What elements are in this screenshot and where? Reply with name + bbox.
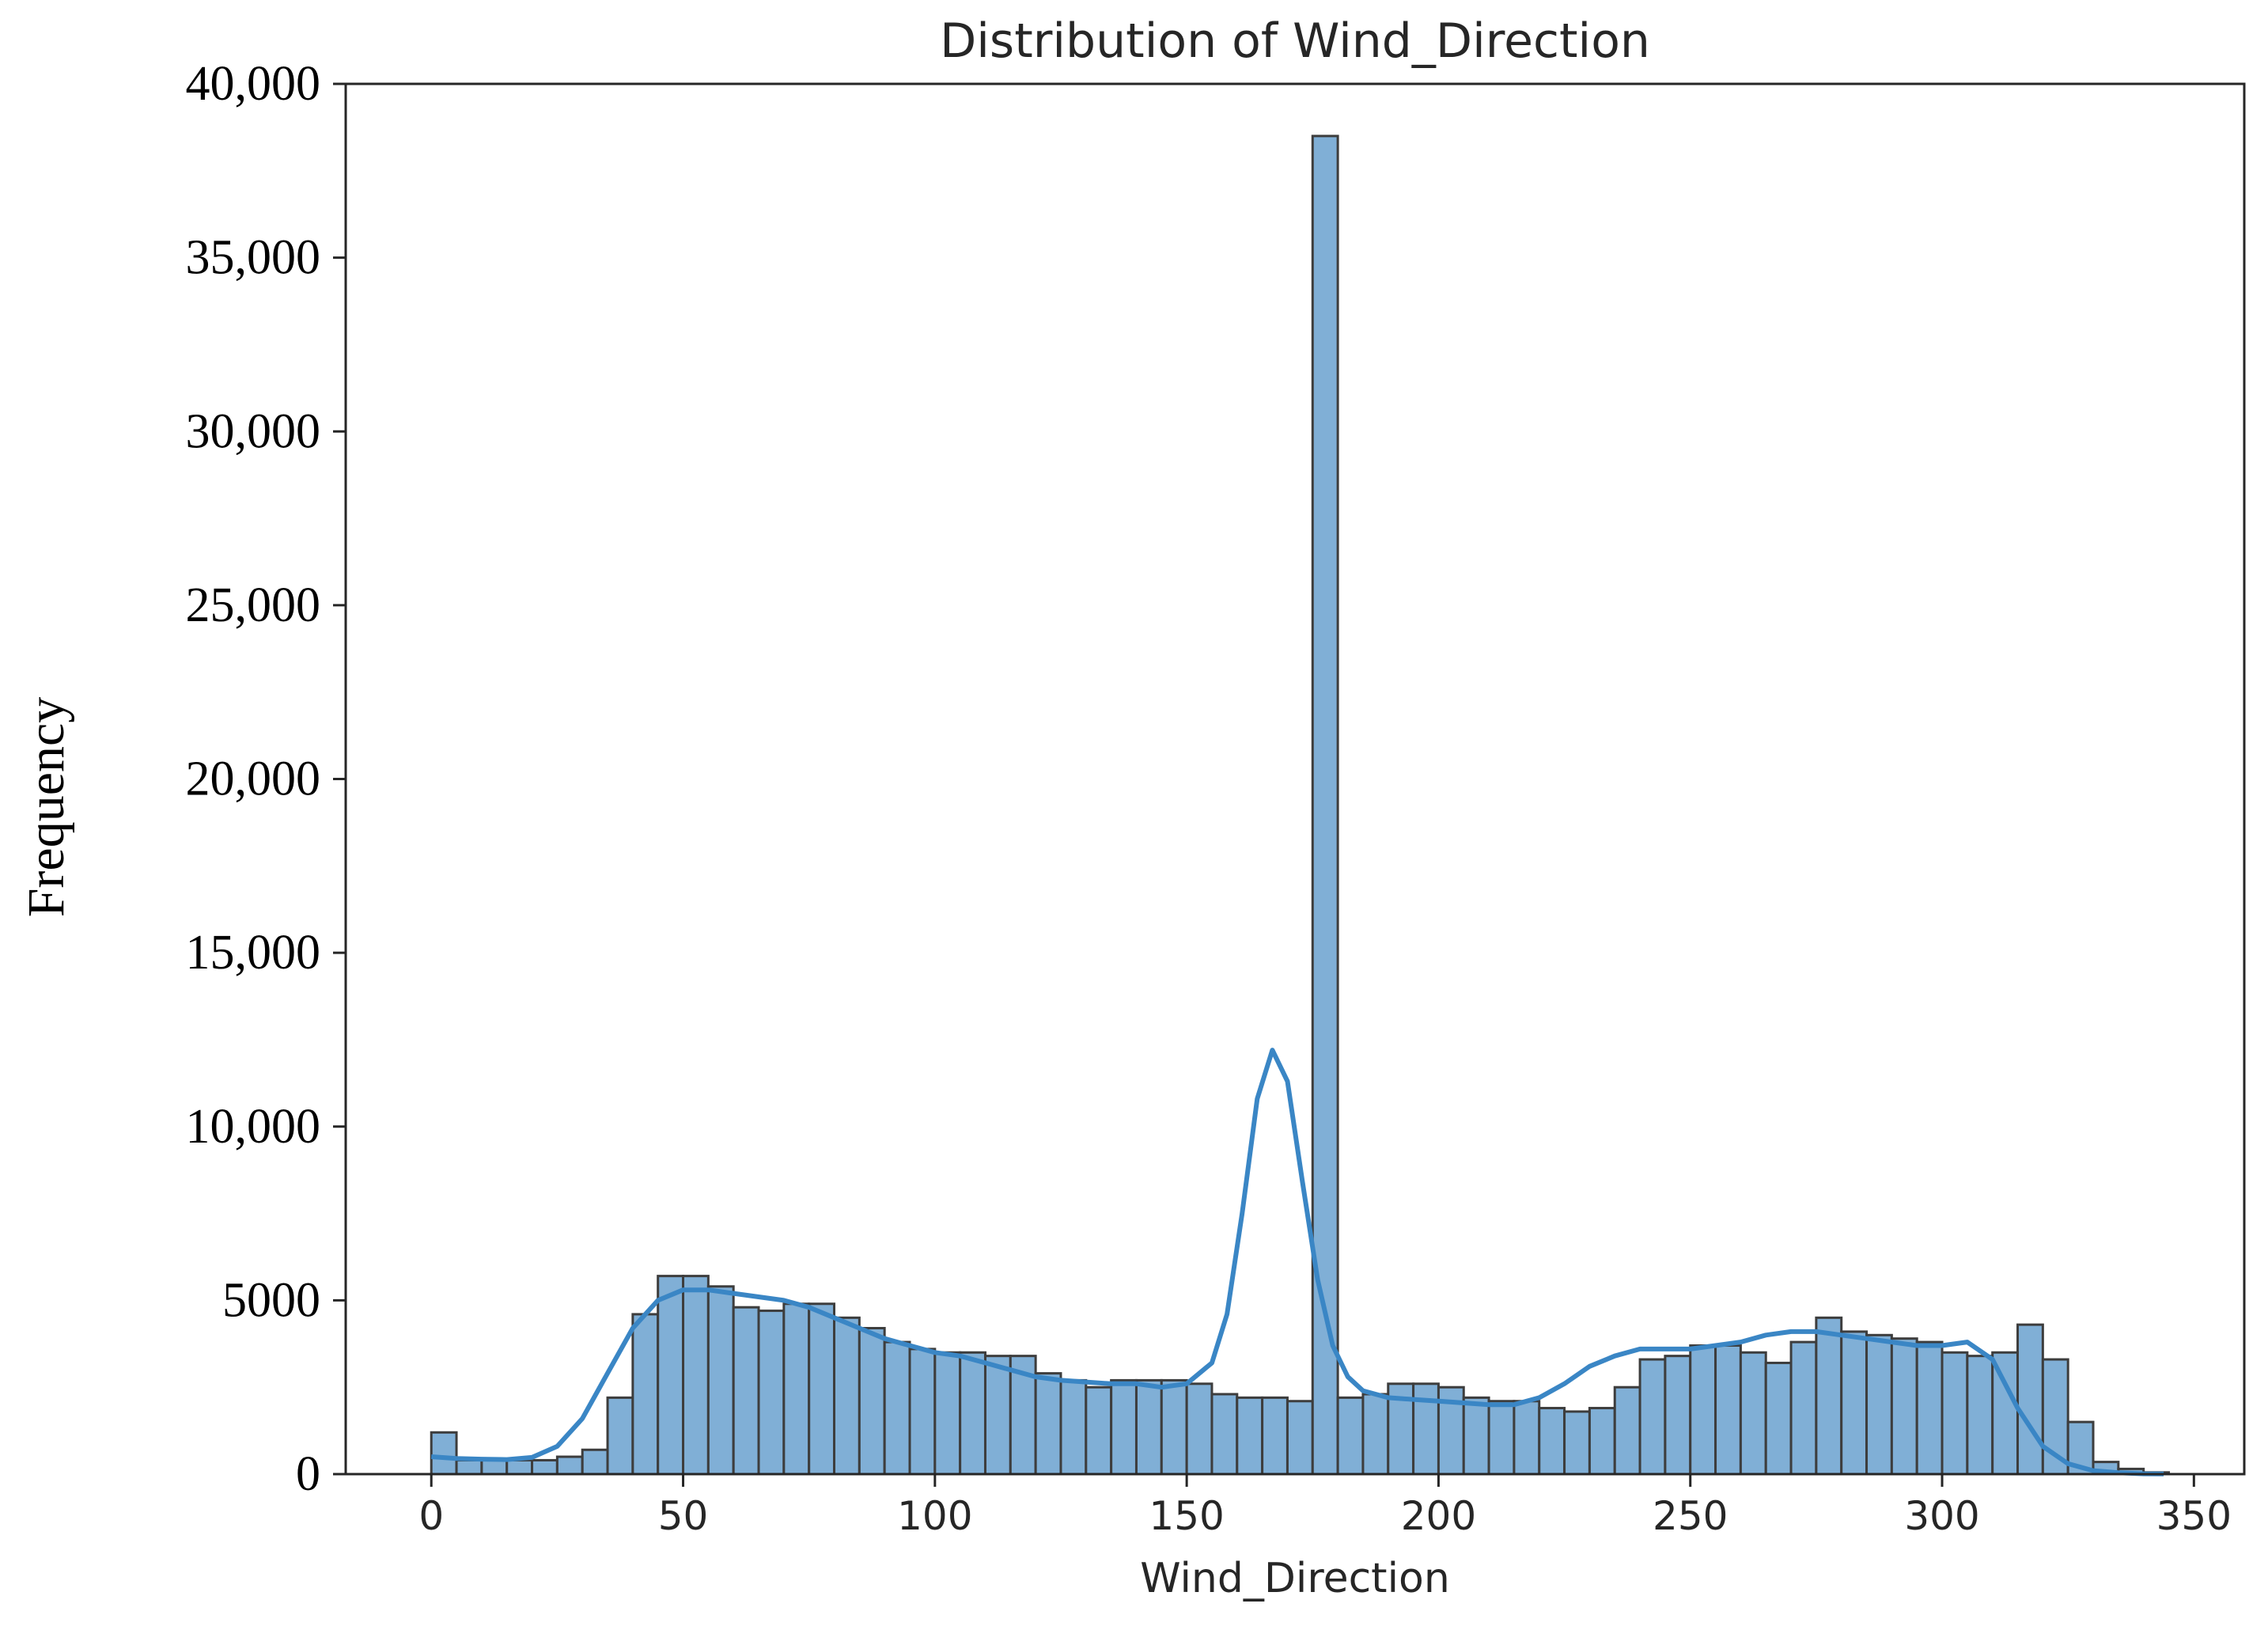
histogram-bar — [1915, 1340, 1944, 1476]
histogram-bar — [555, 1455, 584, 1476]
histogram-bar — [505, 1458, 534, 1476]
x-tick-label: 150 — [1149, 1493, 1224, 1539]
x-tick-label: 0 — [418, 1493, 444, 1539]
histogram-bar — [1689, 1344, 1717, 1476]
histogram-bar — [757, 1310, 786, 1476]
histogram-bar — [480, 1458, 509, 1476]
histogram-bar — [1966, 1355, 1994, 1476]
x-tick-label: 100 — [897, 1493, 972, 1539]
x-tick-label: 350 — [2156, 1493, 2232, 1539]
y-tick-label: 10,000 — [186, 1100, 321, 1154]
y-tick-label: 40,000 — [186, 57, 321, 111]
plot-frame — [344, 82, 2246, 1476]
histogram-bar — [531, 1458, 558, 1476]
histogram-bar — [455, 1458, 483, 1476]
histogram-bar — [908, 1348, 937, 1476]
histogram-bar — [682, 1275, 710, 1476]
x-tick-label: 250 — [1653, 1493, 1728, 1539]
histogram-bar — [782, 1302, 811, 1476]
histogram-bar — [1210, 1393, 1239, 1476]
histogram-bar — [1815, 1316, 1843, 1476]
histogram-bar — [1134, 1378, 1163, 1476]
histogram-bar — [858, 1327, 886, 1476]
y-axis-ticks: 0 5000 10,000 15,000 20,000 25,000 30,000 35,00… — [186, 57, 346, 1501]
histogram-bar — [1261, 1396, 1289, 1476]
kde-curve — [430, 1048, 2164, 1476]
histogram-bar — [1361, 1393, 1390, 1476]
histogram-bar — [606, 1396, 634, 1476]
y-tick-label: 30,000 — [186, 404, 321, 458]
histogram-bar — [1588, 1407, 1616, 1476]
histogram-bars — [430, 135, 2171, 1476]
chart-title: Distribution of Wind_Direction — [940, 13, 1650, 69]
histogram-bar — [1840, 1330, 1869, 1476]
x-axis-ticks: 0 50 100 150 200 250 300 350 — [418, 1474, 2232, 1539]
y-tick-label: 15,000 — [186, 926, 321, 980]
histogram-bar — [1160, 1378, 1188, 1476]
histogram-bar — [1613, 1386, 1641, 1476]
histogram-bar — [657, 1275, 685, 1476]
histogram-bar — [706, 1285, 735, 1476]
x-axis-label: Wind_Direction — [1140, 1555, 1450, 1602]
histogram-bar — [430, 1431, 458, 1476]
y-axis-label: Frequency — [17, 697, 75, 918]
histogram-bar — [1336, 1396, 1365, 1476]
histogram-bar — [1714, 1344, 1742, 1476]
histogram-bar — [1059, 1378, 1088, 1476]
histogram-bar — [808, 1302, 836, 1476]
histogram-bar — [1285, 1400, 1314, 1476]
histogram-bar — [1034, 1372, 1062, 1476]
x-tick-label: 200 — [1401, 1493, 1476, 1539]
x-tick-label: 50 — [658, 1493, 709, 1539]
x-tick-label: 300 — [1904, 1493, 1979, 1539]
y-tick-label: 25,000 — [186, 578, 321, 632]
histogram-bar — [1764, 1361, 1793, 1476]
histogram-bar — [1110, 1378, 1138, 1476]
histogram-bar — [581, 1448, 609, 1476]
y-tick-label: 20,000 — [186, 752, 321, 806]
histogram-bar — [1085, 1386, 1113, 1476]
histogram-bar — [933, 1351, 962, 1476]
histogram-bar — [1789, 1340, 1818, 1476]
histogram-bar — [631, 1313, 660, 1476]
y-tick-label: 0 — [296, 1447, 320, 1501]
histogram-bar — [883, 1340, 911, 1476]
histogram-bar — [833, 1316, 861, 1476]
y-tick-label: 35,000 — [186, 231, 321, 285]
histogram-bar — [1940, 1351, 1969, 1476]
histogram-bar — [1513, 1400, 1541, 1476]
histogram-bar — [1664, 1355, 1692, 1476]
histogram-bar — [1487, 1400, 1516, 1476]
histogram-bar — [983, 1355, 1012, 1476]
histogram-bar — [1563, 1410, 1591, 1476]
histogram-bar — [732, 1306, 760, 1476]
histogram-bar — [1236, 1396, 1264, 1476]
histogram-bar — [959, 1351, 986, 1476]
y-tick-label: 5000 — [222, 1273, 320, 1327]
histogram-bar — [1739, 1351, 1767, 1476]
histogram-bar — [1462, 1396, 1490, 1476]
histogram-bar — [2016, 1323, 2044, 1476]
histogram-bar — [1638, 1358, 1667, 1476]
histogram-bar — [1890, 1337, 1918, 1476]
histogram-bar — [1538, 1407, 1566, 1476]
histogram-bar — [1865, 1333, 1893, 1476]
histogram-bar — [1185, 1382, 1214, 1476]
